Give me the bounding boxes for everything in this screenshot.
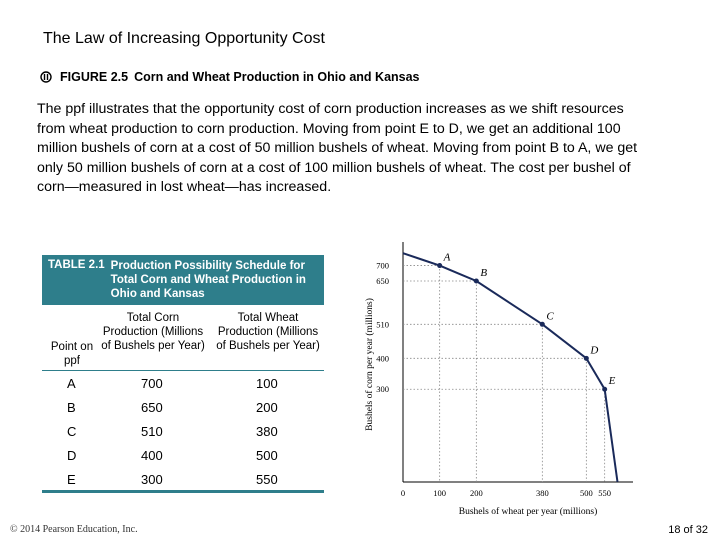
table-cell-wheat: 500 (256, 448, 278, 463)
page-number: 18 of 32 (668, 524, 708, 536)
y-tick-label: 700 (376, 261, 389, 271)
point-A (437, 263, 443, 269)
explanation-paragraph: The ppf illustrates that the opportunity… (37, 101, 638, 195)
point-C (539, 321, 545, 327)
col-head-point: Point on ppf (50, 341, 94, 367)
figure-label: FIGURE 2.5 (60, 70, 129, 84)
point-D (583, 355, 589, 361)
point-label-E: E (608, 375, 616, 387)
table-cell-wheat: 200 (256, 400, 278, 415)
y-tick-label: 400 (376, 353, 389, 363)
y-tick-label: 650 (376, 276, 389, 286)
copyright: © 2014 Pearson Education, Inc. (10, 524, 138, 535)
col-head-wheat: Total Wheat Production (Millions of Bush… (216, 312, 320, 352)
table-cell-wheat: 380 (256, 424, 278, 439)
table-cell-corn: 650 (141, 400, 163, 415)
x-tick-label: 200 (470, 488, 483, 498)
point-E (602, 386, 608, 392)
table-cell-corn: 400 (141, 448, 163, 463)
y-axis-label: Bushels of corn per year (millions) (364, 298, 375, 431)
figure-title: Corn and Wheat Production in Ohio and Ka… (134, 70, 420, 84)
table-name: Production Possibility Schedule for Tota… (110, 260, 306, 300)
x-tick-label: 0 (401, 488, 405, 498)
x-tick-label: 550 (598, 488, 611, 498)
point-label-B: B (480, 267, 487, 279)
table-cell-corn: 300 (141, 472, 163, 487)
table-cell-wheat: 550 (256, 472, 278, 487)
table-cell-corn: 510 (141, 424, 163, 439)
table-cell-point: A (67, 376, 76, 391)
table-cell-point: B (67, 400, 76, 415)
x-tick-label: 500 (580, 488, 593, 498)
point-label-C: C (546, 310, 554, 322)
col-head-corn: Total Corn Production (Millions of Bushe… (101, 312, 205, 352)
x-axis-label: Bushels of wheat per year (millions) (459, 506, 598, 517)
table-number: TABLE 2.1 (48, 259, 105, 271)
table-cell-point: D (67, 448, 77, 463)
table-cell-point: E (67, 472, 76, 487)
table-cell-wheat: 100 (256, 376, 278, 391)
point-B (473, 278, 479, 284)
table-head-divider (42, 370, 324, 371)
animation-circle-icon[interactable] (40, 71, 52, 83)
point-label-D: D (589, 344, 598, 356)
x-tick-label: 100 (433, 488, 446, 498)
figure-caption: FIGURE 2.5 Corn and Wheat Production in … (40, 70, 420, 84)
x-tick-label: 380 (536, 488, 549, 498)
table-cell-corn: 700 (141, 376, 163, 391)
y-tick-label: 300 (376, 384, 389, 394)
table-bottom-rule (42, 490, 324, 493)
point-label-A: A (443, 252, 451, 264)
y-tick-label: 510 (376, 319, 389, 329)
ppf-curve (402, 252, 619, 483)
table-header: TABLE 2.1 Production Possibility Schedul… (42, 255, 324, 305)
table-cell-point: C (67, 424, 77, 439)
slide-title: The Law of Increasing Opportunity Cost (43, 30, 325, 47)
